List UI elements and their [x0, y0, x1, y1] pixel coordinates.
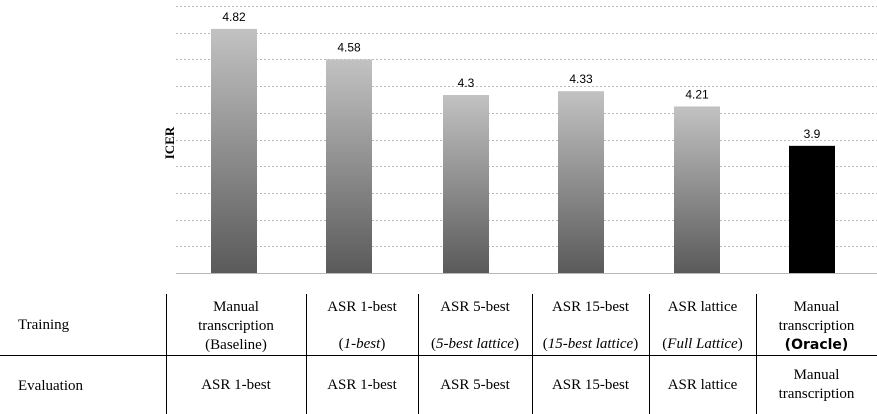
table-col-divider: [532, 294, 533, 414]
data-label: 4.21: [685, 87, 709, 101]
gridlines: [176, 6, 877, 274]
training-detail: (15-best lattice): [542, 336, 639, 352]
training-main: ASR 1-best: [327, 299, 397, 315]
training-main: Manual transcription: [778, 298, 855, 334]
training-cell-5best: ASR 5-best (5-best lattice): [418, 298, 532, 354]
bar: [558, 91, 604, 273]
data-label: 4.58: [337, 40, 361, 54]
evaluation-cell: ASR 1-best: [201, 376, 271, 393]
data-label: 3.9: [804, 127, 821, 141]
training-main: ASR 15-best: [551, 299, 630, 315]
training-cell-1best: ASR 1-best (1-best): [306, 298, 418, 354]
training-cell-baseline: Manual transcription (Baseline): [166, 298, 306, 354]
training-detail: (Oracle): [784, 336, 849, 353]
table-col-divider: [756, 294, 757, 414]
y-axis-label: ICER: [162, 126, 177, 159]
table-col-divider: [166, 294, 167, 414]
training-cell-15best: ASR 15-best (15-best lattice): [532, 298, 649, 354]
table-col-divider: [649, 294, 650, 414]
evaluation-cell: Manual transcription: [778, 367, 855, 402]
training-main: Manual transcription: [198, 298, 274, 334]
training-cell-lattice: ASR lattice (Full Lattice): [649, 298, 756, 354]
table-col-divider: [418, 294, 419, 414]
value-labels: 4.82 4.58 4.3 4.33 4.21 3.9: [222, 10, 820, 141]
evaluation-cell: ASR 15-best: [551, 376, 630, 393]
training-detail: (5-best lattice): [431, 336, 519, 352]
table-col-divider: [306, 294, 307, 414]
training-main: ASR 5-best: [440, 299, 510, 315]
bar: [443, 95, 489, 273]
data-label: 4.82: [222, 10, 246, 24]
bar: [326, 59, 372, 274]
icer-bar-chart: 4.82 4.58 4.3 4.33 4.21 3.9 ICER: [162, 6, 877, 274]
training-detail: (Full Lattice): [662, 336, 743, 352]
evaluation-cell: ASR 5-best: [440, 376, 510, 393]
bar: [211, 28, 257, 274]
evaluation-cell: ASR 1-best: [327, 376, 397, 393]
data-label: 4.3: [458, 76, 475, 90]
bar-series: [211, 28, 835, 274]
training-main: ASR lattice: [667, 299, 738, 315]
bar: [674, 106, 720, 273]
evaluation-cell: ASR lattice: [667, 376, 738, 393]
table-row-divider: [0, 355, 877, 356]
data-label: 4.33: [569, 72, 593, 86]
training-cell-oracle: Manual transcription (Oracle): [756, 298, 877, 354]
row-label-evaluation: Evaluation: [18, 378, 83, 394]
bar: [789, 145, 835, 273]
training-detail: (Baseline): [205, 336, 267, 353]
row-label-training: Training: [18, 317, 70, 333]
training-detail: (1-best): [338, 336, 386, 352]
